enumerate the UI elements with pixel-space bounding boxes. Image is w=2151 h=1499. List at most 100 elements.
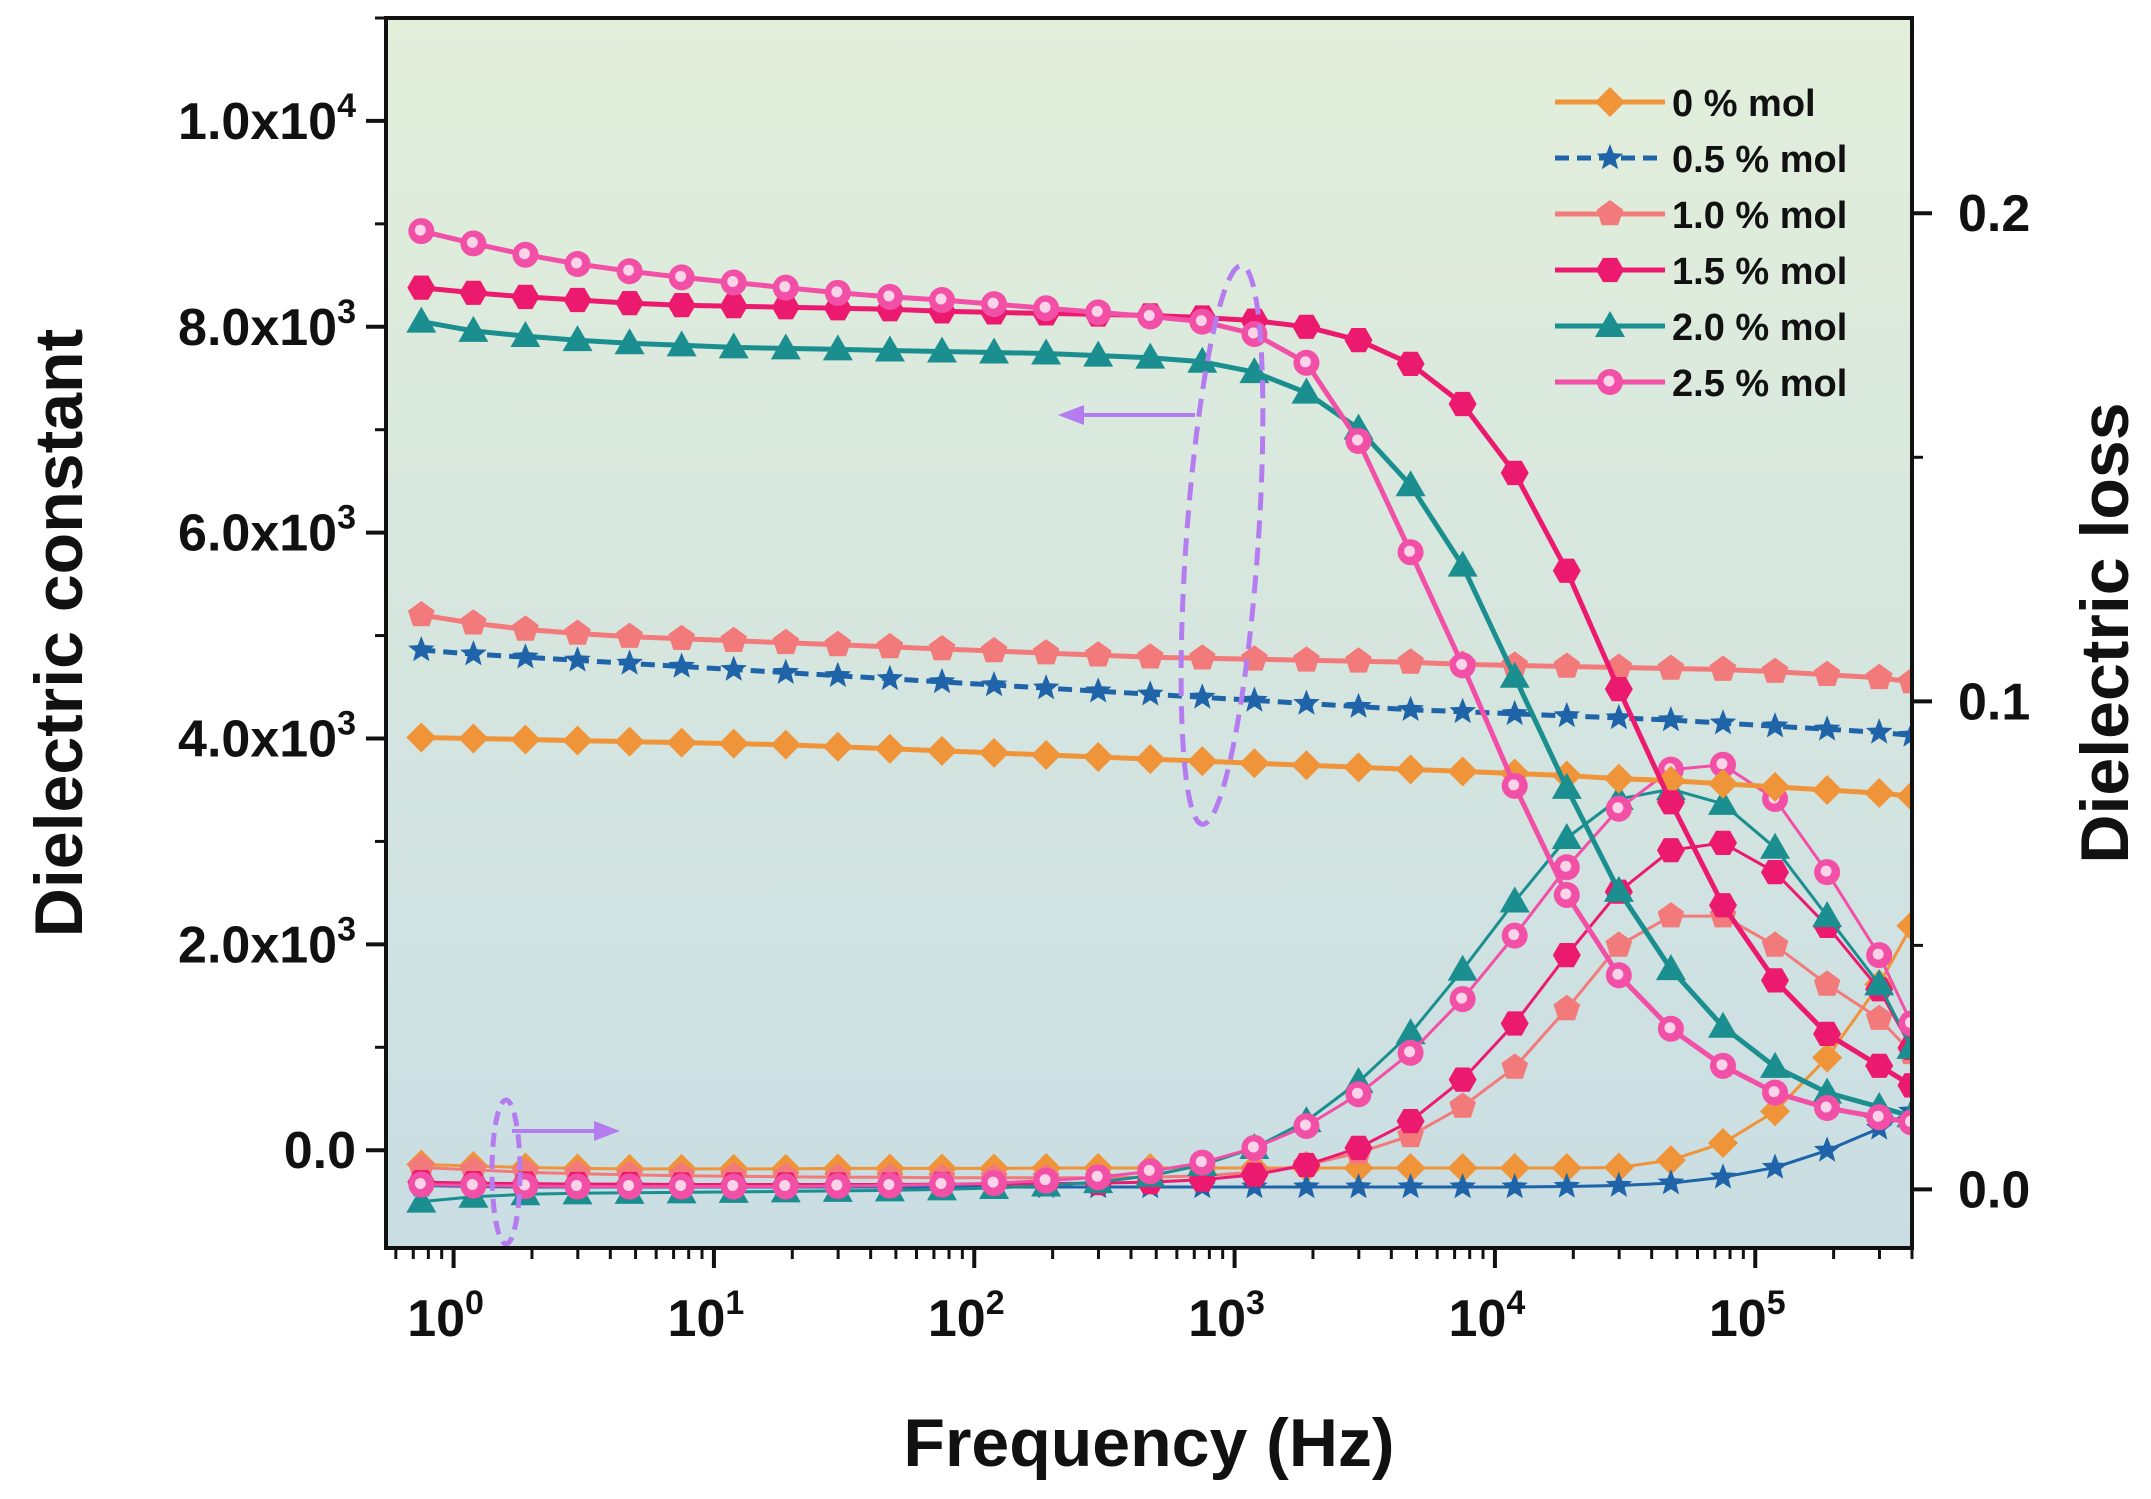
data-point <box>980 637 1008 663</box>
data-point <box>1605 931 1633 957</box>
data-point <box>668 652 695 678</box>
data-point-highlight <box>1195 315 1207 327</box>
data-point <box>615 291 644 316</box>
data-point <box>1552 558 1581 583</box>
data-point <box>1865 718 1893 744</box>
data-point <box>1293 1173 1320 1199</box>
x-tick-label: 100 <box>407 1284 484 1348</box>
y-tick-label: 0.0 <box>284 1122 356 1180</box>
data-point-highlight <box>675 270 687 282</box>
legend-label: 2.0 % mol <box>1672 307 1847 349</box>
data-point-highlight <box>1247 1141 1259 1153</box>
data-point-highlight <box>1456 658 1468 670</box>
data-point <box>1657 902 1685 928</box>
data-point <box>822 334 853 361</box>
data-point <box>1447 954 1478 981</box>
data-point <box>614 726 645 757</box>
data-point <box>1032 674 1060 700</box>
data-point <box>926 735 957 766</box>
data-point <box>1760 1051 1791 1078</box>
data-point-highlight <box>1768 1086 1780 1098</box>
y2-axis-title: Dielectric loss <box>2067 402 2143 863</box>
y-tick-label: 6.0x103 <box>178 499 356 563</box>
data-point-highlight <box>1612 968 1624 980</box>
x-tick-label: 102 <box>928 1284 1005 1348</box>
data-point <box>406 306 437 333</box>
data-point-highlight <box>1872 1110 1884 1122</box>
data-point <box>928 667 956 694</box>
data-point <box>1187 346 1218 373</box>
data-point <box>1812 901 1843 928</box>
data-point <box>1760 771 1791 802</box>
data-point <box>1707 788 1738 815</box>
data-point <box>1655 1145 1686 1176</box>
data-point <box>1896 1032 1912 1059</box>
data-point-highlight <box>1195 1156 1207 1168</box>
data-point <box>1813 715 1841 741</box>
data-point <box>1189 644 1216 670</box>
legend-marker <box>1596 144 1624 170</box>
data-point <box>1395 470 1426 497</box>
data-point-highlight <box>414 1178 426 1190</box>
data-point <box>1395 754 1426 785</box>
data-point <box>668 624 695 650</box>
data-point <box>1500 460 1529 486</box>
data-point <box>1083 742 1114 773</box>
data-point <box>1761 860 1789 885</box>
data-point <box>1605 703 1633 730</box>
data-point <box>720 626 747 652</box>
data-point <box>458 315 489 342</box>
data-point <box>564 619 591 645</box>
data-point <box>1813 1021 1842 1046</box>
data-point <box>772 628 800 655</box>
y-tick-label: 2.0x103 <box>178 910 356 974</box>
data-point <box>563 287 592 313</box>
data-point-highlight <box>1143 1164 1155 1176</box>
data-point <box>1896 910 1912 941</box>
data-point <box>1136 680 1164 706</box>
data-point-highlight <box>1560 888 1572 900</box>
legend-label: 0.5 % mol <box>1672 139 1847 181</box>
legend-marker <box>1595 87 1625 117</box>
data-point <box>408 601 435 627</box>
data-point <box>1395 1018 1426 1045</box>
data-point <box>1897 1073 1912 1098</box>
data-point <box>980 671 1008 697</box>
data-point-highlight <box>675 1180 687 1191</box>
data-point <box>1605 1171 1633 1197</box>
data-point <box>1031 739 1062 770</box>
data-point <box>1709 709 1737 735</box>
series-2-5-mol-left <box>408 218 1912 1136</box>
data-point-highlight <box>1039 301 1051 313</box>
data-point <box>1553 701 1581 728</box>
data-point <box>876 664 904 691</box>
data-point <box>1499 886 1530 913</box>
data-point <box>1449 1173 1476 1199</box>
data-point <box>874 733 905 764</box>
data-point <box>1291 377 1322 404</box>
x-tick-label: 103 <box>1188 1284 1265 1348</box>
data-point <box>1447 1152 1478 1183</box>
data-point <box>1239 748 1270 779</box>
legend-marker <box>1596 257 1624 283</box>
data-point-highlight <box>623 264 635 276</box>
y2-tick-label: 0.2 <box>1958 185 2030 243</box>
data-point-highlight <box>1143 309 1155 321</box>
data-point <box>1344 328 1373 353</box>
data-point <box>1501 699 1528 726</box>
data-point <box>1812 774 1843 805</box>
data-point <box>406 722 437 753</box>
data-point <box>1813 660 1841 686</box>
data-point <box>1135 342 1166 369</box>
data-point <box>666 727 697 758</box>
data-point-highlight <box>1299 1119 1311 1131</box>
data-point-highlight <box>1820 1101 1832 1113</box>
data-point <box>1707 768 1738 799</box>
data-point <box>1761 968 1789 993</box>
y-axis-title: Dielectric constant <box>21 329 97 937</box>
data-point-highlight <box>1404 545 1416 557</box>
legend-label: 1.5 % mol <box>1672 251 1847 293</box>
data-point-highlight <box>1612 802 1624 814</box>
legend-label: 2.5 % mol <box>1672 363 1847 405</box>
data-point <box>1761 657 1789 683</box>
